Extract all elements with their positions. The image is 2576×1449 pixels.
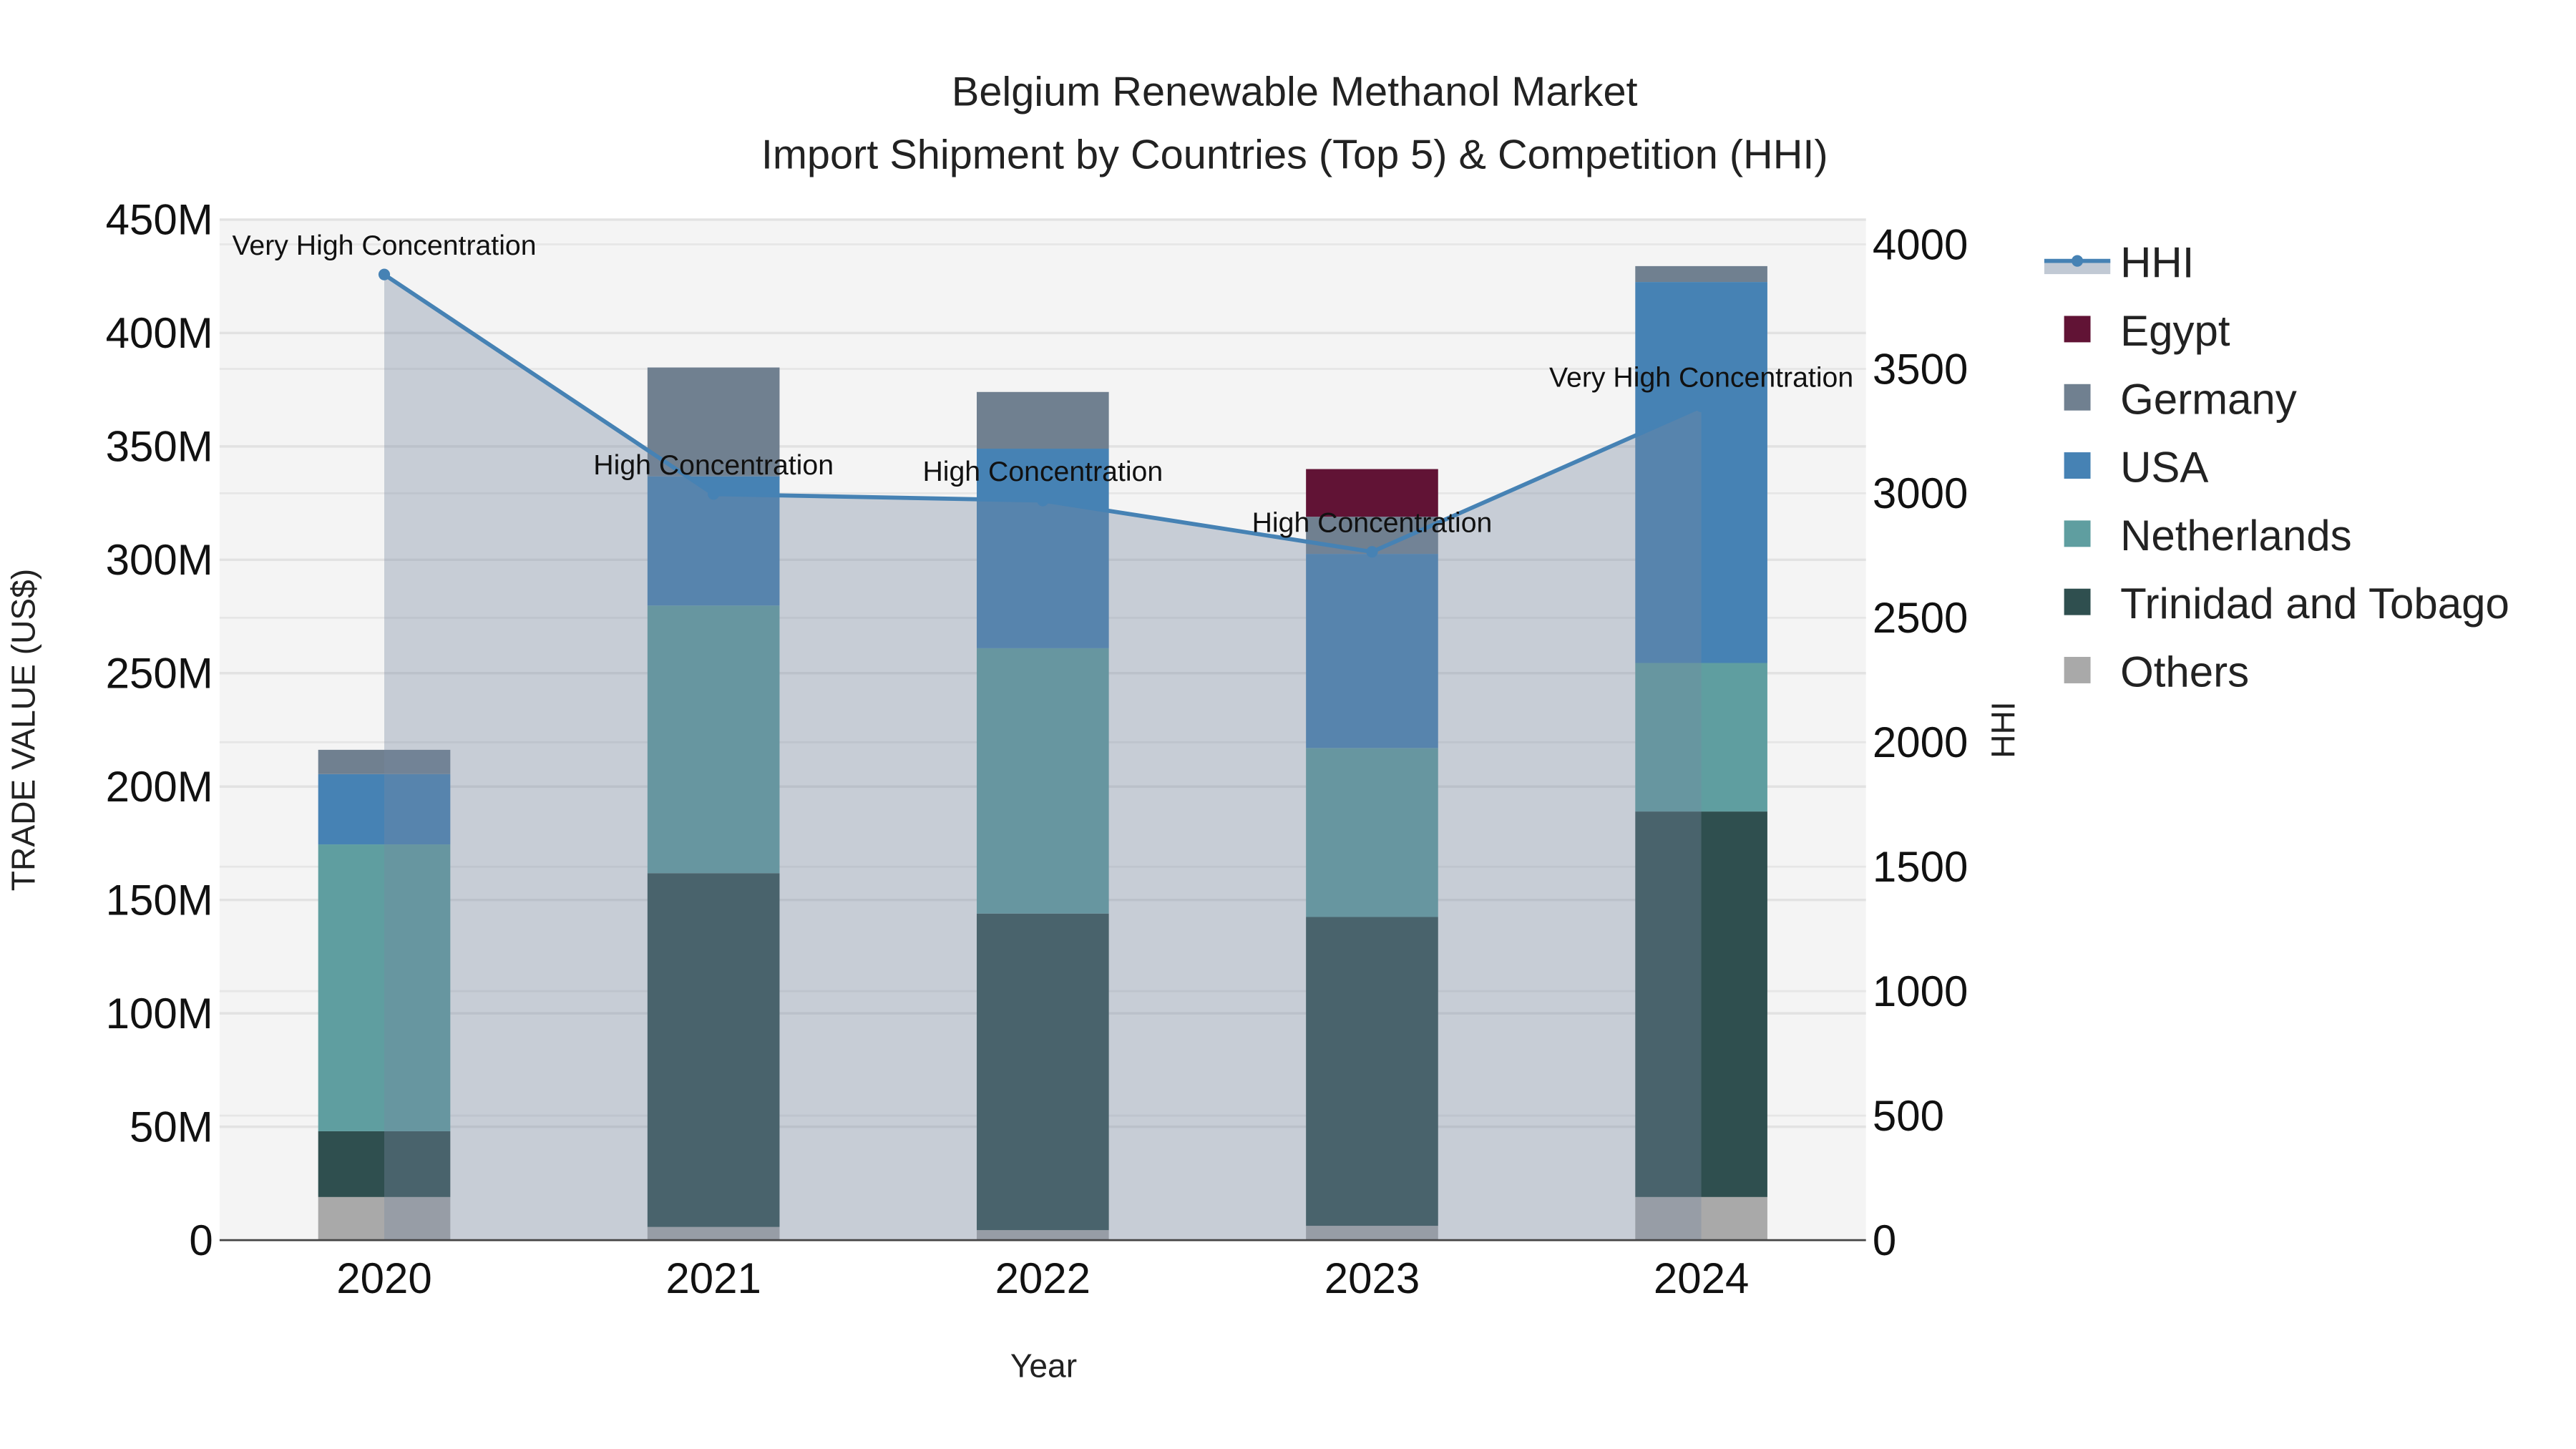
legend-label: HHI <box>2120 239 2194 287</box>
legend-swatch <box>2064 384 2091 411</box>
y-tick-label: 450M <box>106 196 213 244</box>
bar-netherlands <box>318 844 451 1131</box>
bar-germany <box>647 367 780 477</box>
legend-label: Egypt <box>2120 307 2230 355</box>
x-axis-title: Year <box>1010 1347 1077 1385</box>
y-tick-label: 100M <box>106 990 213 1038</box>
chart-title: Belgium Renewable Methanol Market <box>952 69 1638 115</box>
y-tick-label: 300M <box>106 536 213 584</box>
bar-trinidad-and-tobago <box>1635 811 1767 1197</box>
bar-others <box>647 1226 780 1241</box>
y-tick-label: 250M <box>106 650 213 698</box>
legend-item-egypt[interactable]: Egypt <box>2064 307 2230 355</box>
x-tick-label: 2023 <box>1324 1254 1420 1302</box>
legend-item-netherlands[interactable]: Netherlands <box>2064 512 2352 560</box>
y-tick-label: 400M <box>106 309 213 357</box>
y2-axis-title: HHI <box>1984 701 2021 758</box>
y2-tick-label: 2000 <box>1873 718 1968 766</box>
bar-netherlands <box>977 648 1109 914</box>
legend-label: Others <box>2120 648 2249 696</box>
y-axis-title: TRADE VALUE (US$) <box>4 569 42 891</box>
hhi-annotation: Very High Concentration <box>1549 361 1853 393</box>
y2-tick-label: 1500 <box>1873 843 1968 891</box>
bar-usa <box>1306 554 1438 748</box>
legend-swatch <box>2064 316 2091 343</box>
hhi-marker <box>1037 494 1049 507</box>
x-tick-label: 2024 <box>1654 1254 1749 1302</box>
y-tick-label: 350M <box>106 423 213 471</box>
bar-germany <box>1635 265 1767 283</box>
legend-swatch <box>2064 588 2091 615</box>
y2-axis-ticks: 0 500 1000 1500 2000 2500 3000 3500 4000 <box>1873 220 1968 1264</box>
x-tick-label: 2020 <box>336 1254 431 1302</box>
bar-trinidad-and-tobago <box>647 873 780 1227</box>
hhi-area <box>384 274 1702 1241</box>
bar-usa <box>977 449 1109 648</box>
x-tick-label: 2021 <box>665 1254 761 1302</box>
y2-tick-label: 3500 <box>1873 345 1968 393</box>
legend-label: Trinidad and Tobago <box>2120 580 2509 628</box>
legend: HHI Egypt Germany USA Netherlands Trinidad an… <box>2044 239 2509 696</box>
bar-others <box>318 1196 451 1241</box>
legend-label: Germany <box>2120 375 2297 423</box>
legend-swatch <box>2064 657 2091 683</box>
legend-item-others[interactable]: Others <box>2064 648 2250 696</box>
y-tick-label: 200M <box>106 763 213 811</box>
bar-germany <box>318 749 451 774</box>
bar-usa <box>318 774 451 845</box>
x-tick-label: 2022 <box>995 1254 1091 1302</box>
bar-others <box>1306 1226 1438 1241</box>
y2-tick-label: 0 <box>1873 1216 1896 1264</box>
hhi-annotation: High Concentration <box>922 456 1163 487</box>
bar-netherlands <box>1306 748 1438 917</box>
y2-tick-label: 4000 <box>1873 220 1968 268</box>
hhi-marker <box>1366 546 1378 558</box>
y2-tick-label: 1000 <box>1873 967 1968 1015</box>
hhi-marker <box>378 268 391 280</box>
bar-others <box>977 1230 1109 1241</box>
legend-swatch-area <box>2044 260 2111 275</box>
legend-item-germany[interactable]: Germany <box>2064 375 2297 423</box>
hhi-series: Very High Concentration High Concentratio… <box>232 230 1853 1241</box>
bar-others <box>1635 1196 1767 1241</box>
hhi-marker <box>708 488 720 500</box>
bar-trinidad-and-tobago <box>1306 917 1438 1226</box>
bar-usa <box>1635 282 1767 663</box>
hhi-annotation: Very High Concentration <box>232 230 536 261</box>
legend-swatch <box>2064 520 2091 547</box>
legend-item-trinidad-and-tobago[interactable]: Trinidad and Tobago <box>2064 580 2509 628</box>
chart-subtitle: Import Shipment by Countries (Top 5) & C… <box>761 132 1828 177</box>
legend-swatch-marker <box>2072 255 2084 267</box>
hhi-annotation: High Concentration <box>593 449 834 481</box>
y-axis-ticks: 0 50M 100M 150M 200M 250M 300M 350M 400M 450M <box>106 196 213 1264</box>
y-tick-label: 50M <box>130 1103 213 1151</box>
bar-trinidad-and-tobago <box>977 913 1109 1231</box>
y2-tick-label: 3000 <box>1873 469 1968 517</box>
x-axis-ticks: 2020 2021 2022 2023 2024 <box>336 1254 1749 1302</box>
bar-germany <box>977 391 1109 449</box>
bar-netherlands <box>647 605 780 874</box>
legend-label: Netherlands <box>2120 512 2352 560</box>
hhi-annotation: High Concentration <box>1252 507 1493 538</box>
bar-trinidad-and-tobago <box>318 1131 451 1197</box>
legend-item-hhi[interactable]: HHI <box>2044 239 2194 287</box>
y-tick-label: 0 <box>189 1216 213 1264</box>
hhi-marker <box>1695 400 1707 413</box>
bar-egypt <box>1306 469 1438 517</box>
y2-tick-label: 500 <box>1873 1092 1944 1140</box>
legend-item-usa[interactable]: USA <box>2064 444 2209 492</box>
legend-label: USA <box>2120 444 2208 492</box>
bar-netherlands <box>1635 663 1767 812</box>
y-tick-label: 150M <box>106 876 213 924</box>
legend-swatch <box>2064 452 2091 479</box>
y2-tick-label: 2500 <box>1873 594 1968 642</box>
